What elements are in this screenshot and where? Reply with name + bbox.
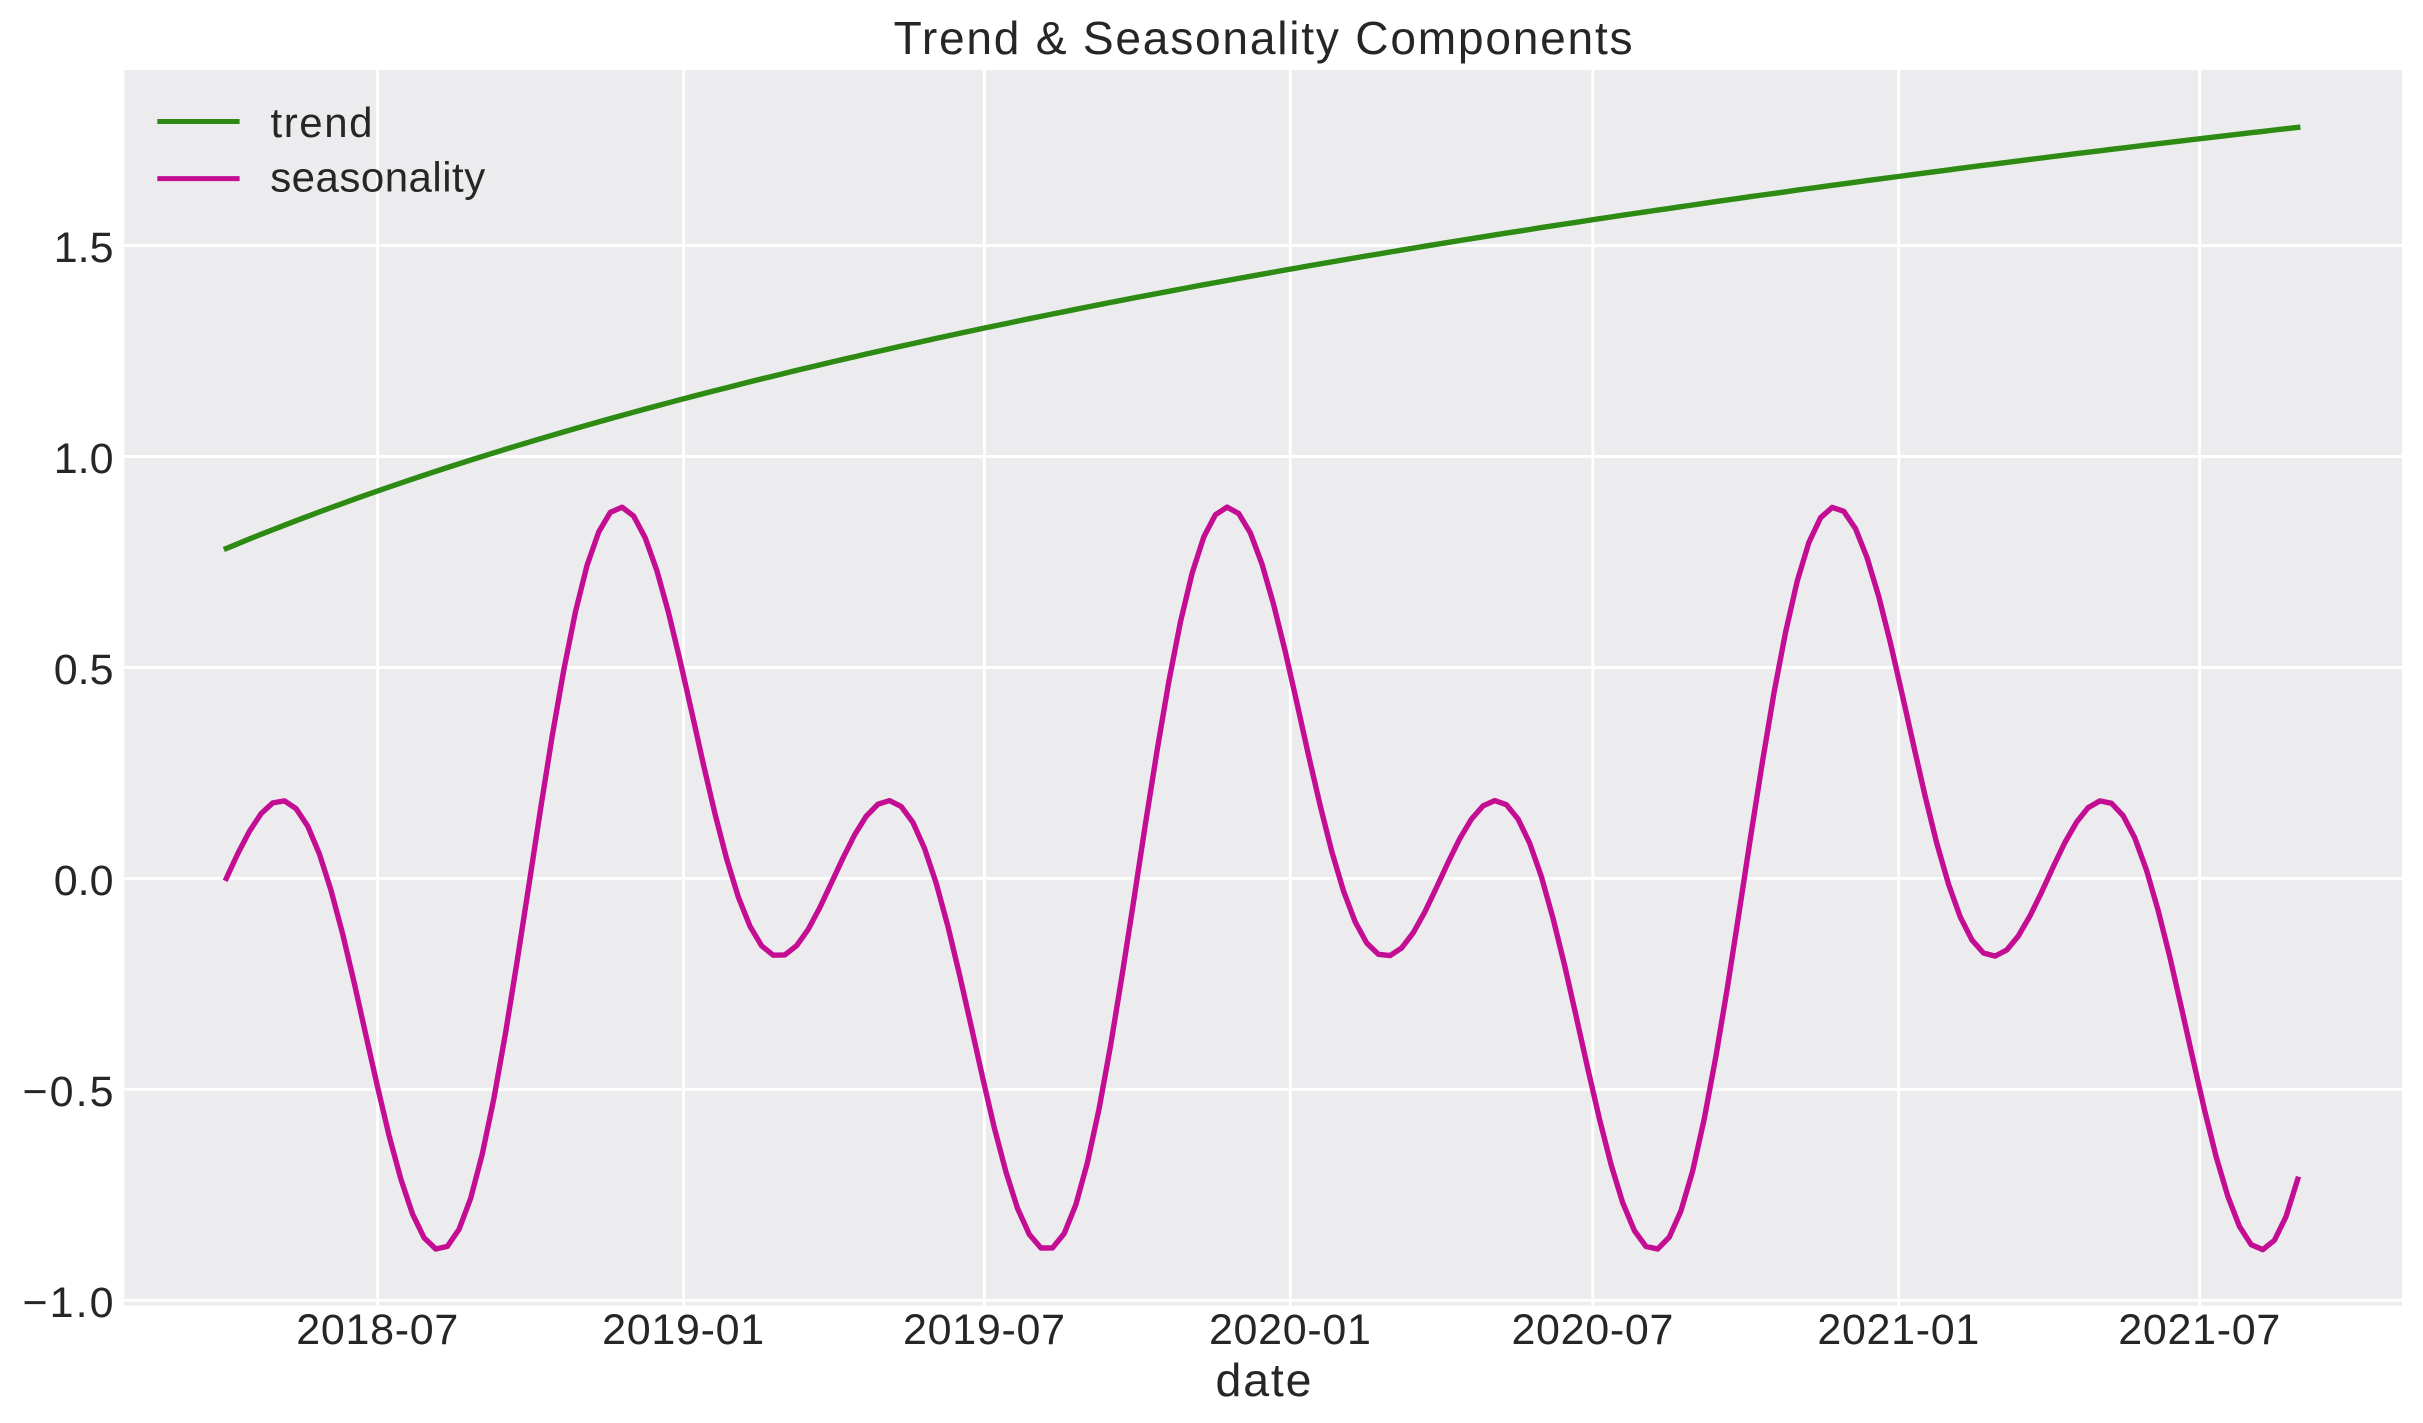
svg-text:−1.0: −1.0 (23, 1279, 114, 1327)
svg-text:0.0: 0.0 (54, 857, 114, 905)
svg-text:trend: trend (271, 99, 373, 146)
svg-text:2018-07: 2018-07 (296, 1306, 459, 1354)
svg-text:2019-01: 2019-01 (602, 1306, 765, 1354)
svg-text:seasonality: seasonality (270, 154, 485, 201)
svg-text:Trend & Seasonality Components: Trend & Seasonality Components (894, 12, 1633, 64)
svg-text:2019-07: 2019-07 (903, 1306, 1066, 1354)
svg-text:−0.5: −0.5 (23, 1068, 114, 1116)
svg-text:2021-01: 2021-01 (1817, 1306, 1980, 1354)
svg-text:0.5: 0.5 (54, 646, 114, 694)
svg-text:date: date (1216, 1354, 1312, 1406)
svg-text:2020-07: 2020-07 (1511, 1306, 1674, 1354)
svg-text:1.5: 1.5 (54, 224, 114, 272)
svg-text:2020-01: 2020-01 (1209, 1306, 1372, 1354)
svg-text:1.0: 1.0 (54, 435, 114, 483)
svg-text:2021-07: 2021-07 (2118, 1306, 2281, 1354)
